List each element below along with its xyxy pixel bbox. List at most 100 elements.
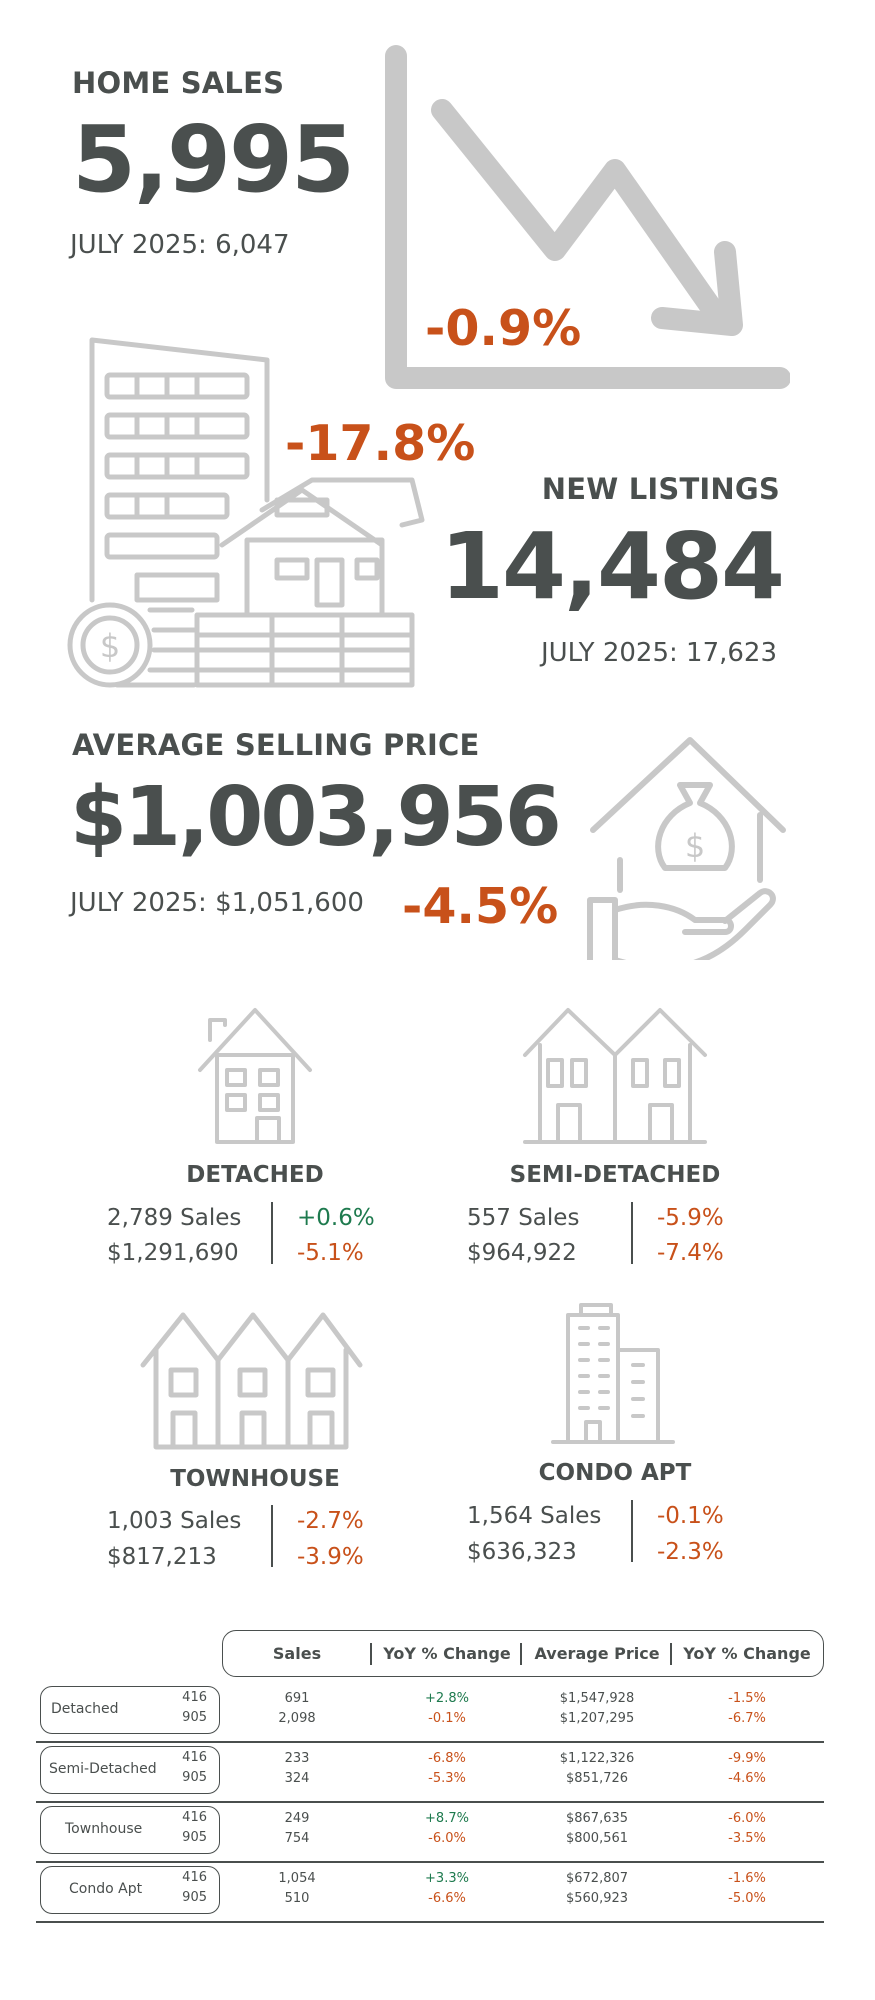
code-416: 416: [182, 1690, 207, 1705]
condo-apt-sales-change: -0.1%: [657, 1503, 724, 1529]
cell-price-yoy: -6.0%: [728, 1811, 766, 1826]
trend-down-chart-icon: [385, 45, 790, 389]
buildings-house-coins-icon: $: [67, 337, 425, 688]
condo-apt-divider: [631, 1500, 633, 1562]
cell-price-yoy: -1.5%: [728, 1691, 766, 1706]
detached-divider: [271, 1202, 273, 1264]
home-sales-change: -0.9%: [425, 300, 582, 357]
avg-price-change: -4.5%: [402, 878, 559, 935]
code-416: 416: [182, 1810, 207, 1825]
row-divider: [36, 1741, 824, 1743]
table-row: $672,807 $560,923: [522, 1869, 672, 1909]
cell-sales: 249: [284, 1811, 310, 1826]
cell-price: $851,726: [565, 1771, 629, 1786]
new-listings-value: 14,484: [439, 513, 785, 620]
condo-apt-price-change: -2.3%: [657, 1539, 724, 1565]
avg-price-label: AVERAGE SELLING PRICE: [72, 728, 480, 762]
cell-price: $1,122,326: [559, 1751, 635, 1766]
cell-sales-yoy: +2.8%: [425, 1691, 469, 1706]
new-listings-change: -17.8%: [285, 415, 476, 472]
table-row: -6.0% -3.5%: [672, 1809, 822, 1849]
semi-detached-price: $964,922: [467, 1240, 577, 1266]
cell-sales-yoy: -6.6%: [428, 1891, 466, 1906]
cell-sales-yoy: -0.1%: [428, 1711, 466, 1726]
detached-title: DETACHED: [186, 1162, 324, 1188]
row-divider: [36, 1921, 824, 1923]
row-name: Detached: [51, 1701, 119, 1717]
row-divider: [36, 1801, 824, 1803]
cell-sales-yoy: +3.3%: [425, 1871, 469, 1886]
cell-sales-yoy: +8.7%: [425, 1811, 469, 1826]
avg-price-value: $1,003,956: [70, 770, 562, 865]
table-row: $867,635 $800,561: [522, 1809, 672, 1849]
th-divider: [670, 1643, 672, 1665]
cell-sales: 324: [284, 1771, 310, 1786]
condo-apt-title: CONDO APT: [538, 1460, 692, 1486]
cell-price: $1,207,295: [559, 1711, 635, 1726]
detached-price-change: -5.1%: [297, 1240, 364, 1266]
th-sales: Sales: [272, 1644, 322, 1663]
table-row: +2.8% -0.1%: [372, 1689, 522, 1729]
cell-sales: 754: [284, 1831, 310, 1846]
hand-house-money-bag-icon: $: [587, 737, 786, 960]
townhouse-title: TOWNHOUSE: [170, 1466, 340, 1492]
table-row: 1,054 510: [222, 1869, 372, 1909]
row-label-detached: Detached 416 905: [40, 1686, 220, 1734]
semi-detached-sales-change: -5.9%: [657, 1205, 724, 1231]
row-name: Townhouse: [65, 1821, 143, 1837]
cell-price: $672,807: [565, 1871, 629, 1886]
semi-detached-divider: [631, 1202, 633, 1264]
cell-price-yoy: -4.6%: [728, 1771, 766, 1786]
home-sales-label: HOME SALES: [72, 66, 285, 100]
townhouse-sales-change: -2.7%: [297, 1508, 364, 1534]
townhouse-sales: 1,003 Sales: [107, 1508, 242, 1534]
table-row: -1.5% -6.7%: [672, 1689, 822, 1729]
code-416: 416: [182, 1870, 207, 1885]
row-divider: [36, 1861, 824, 1863]
cell-price-yoy: -6.7%: [728, 1711, 766, 1726]
cell-price-yoy: -9.9%: [728, 1751, 766, 1766]
cell-price-yoy: -1.6%: [728, 1871, 766, 1886]
table-row: -9.9% -4.6%: [672, 1749, 822, 1789]
code-416: 416: [182, 1750, 207, 1765]
th-divider: [370, 1643, 372, 1665]
th-sales-yoy: YoY % Change: [383, 1644, 511, 1663]
row-name: Condo Apt: [69, 1881, 143, 1897]
cell-sales: 691: [284, 1691, 310, 1706]
row-label-townhouse: Townhouse 416 905: [40, 1806, 220, 1854]
cell-sales: 2,098: [278, 1711, 316, 1726]
cell-price-yoy: -5.0%: [728, 1891, 766, 1906]
table-row: $1,122,326 $851,726: [522, 1749, 672, 1789]
semi-detached-price-change: -7.4%: [657, 1240, 724, 1266]
table-row: +8.7% -6.0%: [372, 1809, 522, 1849]
table-row: -1.6% -5.0%: [672, 1869, 822, 1909]
cell-price: $560,923: [565, 1891, 629, 1906]
avg-price-prior: JULY 2025: $1,051,600: [70, 888, 364, 918]
new-listings-label: NEW LISTINGS: [541, 472, 780, 506]
cell-sales-yoy: -5.3%: [428, 1771, 466, 1786]
table-row: +3.3% -6.6%: [372, 1869, 522, 1909]
detached-price: $1,291,690: [107, 1240, 239, 1266]
cell-sales-yoy: -6.0%: [428, 1831, 466, 1846]
cell-sales-yoy: -6.8%: [428, 1751, 466, 1766]
semi-detached-sales: 557 Sales: [467, 1205, 580, 1231]
table-row: 233 324: [222, 1749, 372, 1789]
table-row: -6.8% -5.3%: [372, 1749, 522, 1789]
detached-sales: 2,789 Sales: [107, 1205, 242, 1231]
code-905: 905: [182, 1770, 207, 1785]
th-divider: [520, 1643, 522, 1665]
condo-building-icon: [551, 1303, 675, 1444]
code-905: 905: [182, 1830, 207, 1845]
condo-apt-sales: 1,564 Sales: [467, 1503, 602, 1529]
code-905: 905: [182, 1710, 207, 1725]
townhouse-divider: [271, 1505, 273, 1567]
cell-sales: 510: [284, 1891, 310, 1906]
townhouse-price-change: -3.9%: [297, 1544, 364, 1570]
detached-sales-change: +0.6%: [297, 1205, 375, 1231]
home-sales-value: 5,995: [72, 106, 355, 213]
row-name: Semi-Detached: [49, 1761, 157, 1777]
svg-text:$: $: [100, 627, 120, 665]
cell-price: $800,561: [565, 1831, 629, 1846]
cell-price-yoy: -3.5%: [728, 1831, 766, 1846]
th-average-price: Average Price: [534, 1644, 660, 1663]
